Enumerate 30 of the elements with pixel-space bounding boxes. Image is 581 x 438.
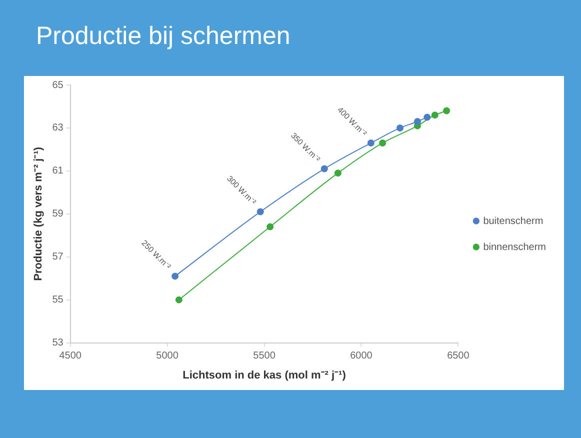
y-axis-title: Productie (kg vers m⁻² j⁻¹): [32, 146, 45, 281]
y-tick-label: 55: [52, 294, 64, 306]
point: [379, 140, 386, 147]
x-tick-label: 5000: [156, 350, 179, 362]
point: [334, 170, 342, 177]
point: [266, 223, 274, 230]
point: [424, 114, 431, 121]
x-tick-label: 5500: [253, 350, 276, 362]
x-tick-label: 6500: [447, 350, 470, 362]
y-tick-label: 63: [52, 122, 64, 134]
legend-label: binnenscherm: [483, 242, 546, 253]
point: [443, 107, 450, 114]
y-tick-label: 53: [52, 338, 64, 349]
point: [320, 165, 328, 172]
point: [396, 124, 404, 132]
point: [172, 272, 179, 280]
y-tick-label: 57: [52, 252, 64, 263]
point: [175, 296, 182, 304]
point: [367, 140, 374, 147]
y-tick-label: 61: [52, 166, 64, 177]
point: [414, 118, 421, 126]
x-tick-label: 6000: [350, 350, 373, 362]
chart-title: Productie bij schermen: [36, 22, 290, 51]
y-tick-label: 59: [52, 208, 64, 220]
x-axis-title: Lichtsom in de kas (mol m⁻² j⁻¹): [182, 369, 346, 382]
x-tick-label: 4500: [59, 350, 82, 362]
point: [256, 208, 264, 216]
y-tick-label: 65: [52, 80, 64, 91]
point: [431, 112, 438, 119]
legend-label: buitenscherm: [483, 216, 544, 227]
